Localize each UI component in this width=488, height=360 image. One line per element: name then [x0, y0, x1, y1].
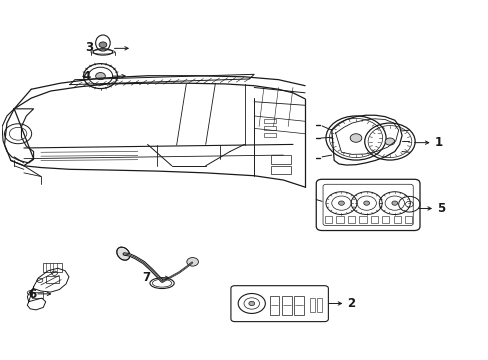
Bar: [310, 298, 315, 312]
Text: 1: 1: [434, 136, 442, 149]
Bar: [293, 296, 303, 315]
Circle shape: [349, 134, 361, 142]
Bar: [271, 166, 290, 174]
Circle shape: [385, 138, 394, 145]
Circle shape: [391, 201, 397, 205]
Bar: [370, 216, 377, 224]
Text: 7: 7: [142, 271, 150, 284]
Circle shape: [186, 257, 198, 266]
Bar: [45, 276, 59, 283]
Bar: [359, 216, 366, 224]
Bar: [271, 155, 290, 164]
Text: 2: 2: [346, 297, 355, 310]
Text: 6: 6: [28, 288, 36, 301]
Circle shape: [99, 42, 106, 48]
Bar: [269, 296, 279, 315]
Bar: [317, 298, 322, 312]
Bar: [32, 292, 43, 298]
Bar: [381, 216, 388, 224]
Bar: [404, 216, 411, 224]
Bar: [393, 216, 400, 224]
Bar: [336, 216, 343, 224]
Bar: [347, 216, 354, 224]
Circle shape: [248, 301, 254, 306]
Text: 4: 4: [82, 69, 90, 82]
Circle shape: [363, 201, 369, 205]
Text: 3: 3: [85, 41, 93, 54]
Bar: [264, 133, 275, 137]
Circle shape: [96, 72, 105, 80]
Circle shape: [338, 201, 344, 205]
Bar: [43, 263, 61, 272]
Bar: [325, 216, 331, 224]
Text: 5: 5: [436, 202, 444, 215]
Bar: [264, 126, 275, 130]
Ellipse shape: [117, 247, 129, 260]
Bar: [264, 119, 275, 123]
Bar: [281, 296, 291, 315]
